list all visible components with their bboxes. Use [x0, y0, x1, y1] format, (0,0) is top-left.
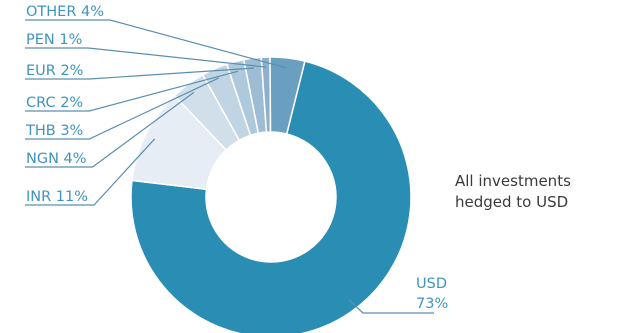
label-crc: CRC 2% — [26, 95, 83, 111]
slice-other — [269, 56, 306, 135]
leader-other — [25, 19, 287, 69]
slice-usd — [130, 60, 412, 333]
label-other: OTHER 4% — [26, 4, 104, 20]
label-thb: THB 3% — [25, 123, 83, 139]
label-ngn: NGN 4% — [26, 151, 87, 167]
hedge-note-line-1: All investments — [455, 172, 571, 190]
label-inr: INR 11% — [26, 189, 88, 205]
leader-usd — [348, 299, 434, 314]
hedge-note-line-2: hedged to USD — [455, 193, 569, 211]
leader-ngn — [25, 91, 195, 168]
leader-pen — [25, 47, 267, 68]
label-usd: USD 73% — [416, 276, 448, 312]
label-pen: PEN 1% — [26, 32, 82, 48]
leader-eur — [25, 67, 254, 80]
leader-thb — [25, 77, 219, 140]
leader-crc — [25, 70, 238, 112]
label-eur: EUR 2% — [26, 63, 83, 79]
leader-inr — [25, 138, 156, 206]
